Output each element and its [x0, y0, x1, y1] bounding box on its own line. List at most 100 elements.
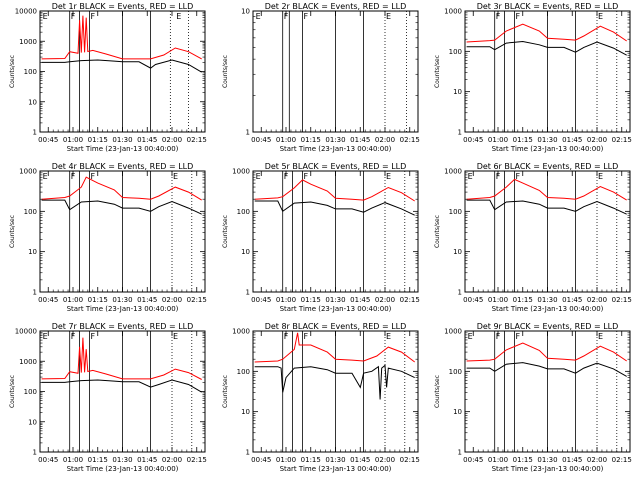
y-tick-label: 100 [449, 48, 462, 56]
event-marker: F [496, 12, 501, 21]
y-tick-label: 1 [246, 129, 250, 137]
x-tick-label: 01:30 [325, 296, 345, 304]
events-series-line [254, 364, 415, 400]
x-axis-label: Start Time (23-Jan-13 00:40:00) [280, 305, 392, 313]
event-marker: F [284, 12, 289, 21]
y-tick-label: 1000 [232, 168, 250, 176]
x-tick-label: 01:45 [137, 456, 157, 464]
y-axis-label: Counts/sec [9, 375, 16, 408]
panel-title: Det 2r BLACK = Events, RED = LLD [265, 2, 407, 11]
x-tick-label: 01:30 [537, 296, 557, 304]
x-tick-label: 01:00 [63, 136, 83, 144]
y-tick-label: 10 [241, 248, 250, 256]
y-tick-label: 100 [24, 68, 37, 76]
event-marker: F [304, 172, 309, 181]
x-tick-label: 01:30 [112, 136, 132, 144]
x-tick-label: 01:15 [88, 296, 108, 304]
x-tick-label: 01:00 [276, 296, 296, 304]
event-marker: E [173, 172, 178, 181]
y-axis-label: Counts/sec [434, 375, 441, 408]
y-tick-label: 1000 [444, 168, 462, 176]
y-tick-label: 1 [33, 129, 37, 137]
y-axis-label: Counts/sec [9, 215, 16, 248]
x-tick-label: 02:15 [400, 296, 420, 304]
x-tick-label: 01:45 [562, 296, 582, 304]
x-tick-label: 01:45 [137, 136, 157, 144]
x-tick-label: 01:45 [562, 136, 582, 144]
y-axis-label: Counts/sec [222, 215, 229, 248]
x-tick-label: 00:45 [463, 456, 483, 464]
panel-title: Det 6r BLACK = Events, RED = LLD [477, 162, 619, 171]
x-axis-label: Start Time (23-Jan-13 00:40:00) [67, 305, 179, 313]
panel-title: Det 5r BLACK = Events, RED = LLD [265, 162, 407, 171]
event-marker: F [71, 172, 76, 181]
series-group [254, 179, 415, 216]
y-tick-label: 10000 [15, 8, 37, 16]
x-tick-label: 00:45 [38, 296, 58, 304]
x-tick-label: 01:00 [488, 136, 508, 144]
event-marker: F [284, 172, 289, 181]
y-tick-label: 10 [241, 408, 250, 416]
lld-series-line [41, 337, 202, 380]
events-series-line [466, 362, 627, 377]
x-tick-label: 00:45 [251, 296, 271, 304]
event-marker: E [176, 12, 181, 21]
y-tick-label: 1 [246, 449, 250, 457]
x-tick-label: 01:30 [112, 456, 132, 464]
y-tick-label: 100 [24, 388, 37, 396]
panel-8: Det 8r BLACK = Events, RED = LLD Start Ti… [222, 322, 420, 473]
x-axis-label: Start Time (23-Jan-13 00:40:00) [280, 145, 392, 153]
x-tick-label: 00:45 [251, 456, 271, 464]
x-axis-label: Start Time (23-Jan-13 00:40:00) [67, 145, 179, 153]
lld-series-line [254, 179, 415, 202]
event-marker: E [598, 332, 603, 341]
x-tick-label: 01:15 [513, 296, 533, 304]
event-marker: E [598, 12, 603, 21]
lld-series-line [466, 178, 627, 201]
x-tick-label: 00:45 [251, 136, 271, 144]
x-axis-label: Start Time (23-Jan-13 00:40:00) [67, 465, 179, 473]
x-tick-label: 01:00 [276, 136, 296, 144]
x-tick-label: 01:45 [562, 456, 582, 464]
y-axis-label: Counts/sec [222, 375, 229, 408]
x-tick-label: 00:45 [38, 456, 58, 464]
y-tick-label: 1000 [19, 168, 37, 176]
event-marker: F [496, 172, 501, 181]
event-marker: E [43, 12, 48, 21]
y-tick-label: 1 [458, 449, 462, 457]
events-series-line [41, 199, 202, 215]
y-axis-label: Counts/sec [434, 55, 441, 88]
y-tick-label: 1 [33, 289, 37, 297]
lld-series-line [41, 176, 202, 201]
events-series-line [466, 40, 627, 56]
series-group [466, 178, 627, 215]
panel-6: Det 6r BLACK = Events, RED = LLD Start Ti… [434, 162, 632, 313]
event-marker: F [284, 332, 289, 341]
series-group [254, 332, 416, 400]
y-tick-label: 100 [237, 368, 250, 376]
panel-9: Det 9r BLACK = Events, RED = LLD Start Ti… [434, 322, 632, 473]
y-tick-label: 1000 [444, 8, 462, 16]
lld-series-line [466, 23, 627, 43]
x-tick-label: 01:15 [513, 136, 533, 144]
x-tick-label: 01:00 [63, 296, 83, 304]
y-tick-label: 1 [458, 289, 462, 297]
x-tick-label: 01:15 [88, 136, 108, 144]
x-tick-label: 02:00 [587, 456, 607, 464]
event-marker: F [91, 332, 96, 341]
lld-series-line [466, 342, 627, 362]
x-axis-label: Start Time (23-Jan-13 00:40:00) [280, 465, 392, 473]
y-tick-label: 100 [237, 208, 250, 216]
x-tick-label: 02:15 [612, 296, 632, 304]
y-tick-label: 10000 [15, 328, 37, 336]
y-tick-label: 1 [246, 289, 250, 297]
x-tick-label: 01:00 [488, 456, 508, 464]
x-tick-label: 02:15 [400, 456, 420, 464]
event-marker: E [386, 12, 391, 21]
events-series-line [466, 199, 627, 215]
panel-title: Det 8r BLACK = Events, RED = LLD [265, 322, 407, 331]
y-tick-label: 100 [449, 368, 462, 376]
x-tick-label: 02:15 [612, 456, 632, 464]
event-marker: F [496, 332, 501, 341]
